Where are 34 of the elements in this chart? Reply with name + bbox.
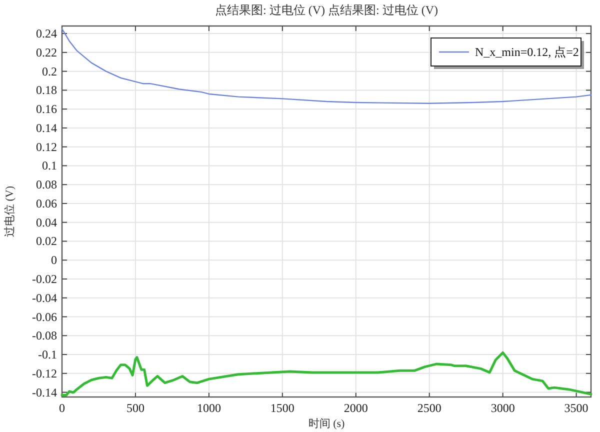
legend: N_x_min=0.12, 点=2 <box>430 38 584 69</box>
y-tick-label: -0.14 <box>32 385 57 400</box>
y-tick-label: -0.02 <box>32 272 57 286</box>
y-tick-label: 0.2 <box>42 64 57 78</box>
x-tick-label: 3000 <box>490 401 515 415</box>
y-tick-label: -0.1 <box>38 348 57 362</box>
x-tick-label: 2000 <box>344 401 368 415</box>
line-series <box>61 28 592 104</box>
chart-title: 点结果图: 过电位 (V) 点结果图: 过电位 (V) <box>215 3 438 17</box>
x-tick-label: 1500 <box>270 401 294 415</box>
y-tick-label: -0.08 <box>32 328 57 343</box>
y-tick-label: 0.14 <box>36 120 57 135</box>
legend-label: N_x_min=0.12, 点=2 <box>475 45 579 59</box>
y-tick-label: 0.16 <box>36 102 57 116</box>
y-tick-label: -0.12 <box>32 366 57 380</box>
y-tick-label: 0.08 <box>36 178 57 192</box>
x-tick-label: 1000 <box>196 401 221 415</box>
y-tick-label: 0.24 <box>36 26 57 41</box>
x-tick-label: 500 <box>126 401 144 415</box>
x-tick-label: 3500 <box>564 401 588 415</box>
y-tick-label: 0.12 <box>36 140 57 154</box>
y-tick-label: 0 <box>51 253 57 268</box>
y-tick-label: 0.22 <box>36 45 57 60</box>
line-series <box>60 351 592 396</box>
x-axis-title: 时间 (s) <box>308 417 346 430</box>
y-tick-label: 0.02 <box>36 234 57 248</box>
y-tick-label: 0.06 <box>36 196 57 210</box>
x-tick-label: 2500 <box>417 401 442 415</box>
y-tick-label: -0.04 <box>32 290 57 305</box>
y-tick-label: -0.06 <box>32 310 57 324</box>
y-tick-label: 0.04 <box>36 215 57 230</box>
y-tick-label: 0.18 <box>36 83 57 98</box>
y-axis-title: 过电位 (V) <box>3 186 16 238</box>
y-tick-label: 0.1 <box>42 158 57 173</box>
